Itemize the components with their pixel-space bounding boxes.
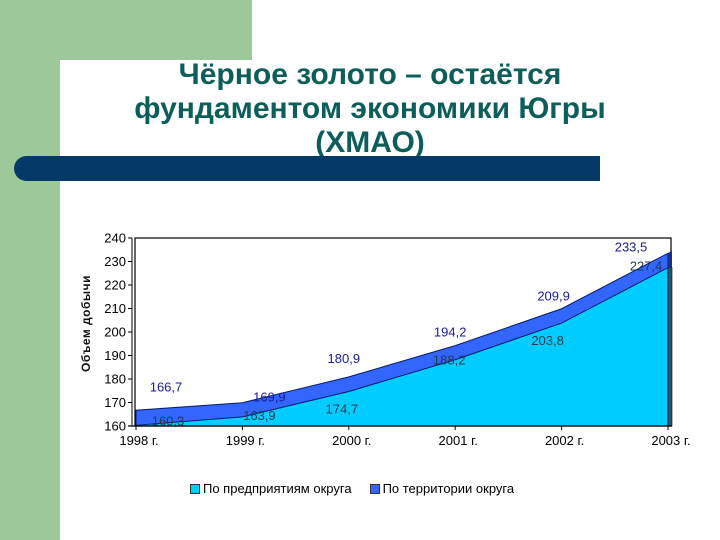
svg-text:1999 г.: 1999 г. [226, 433, 265, 448]
svg-text:240: 240 [104, 231, 126, 246]
svg-text:180: 180 [104, 372, 126, 387]
svg-text:203,8: 203,8 [531, 333, 564, 348]
svg-text:1998 г.: 1998 г. [119, 433, 158, 448]
svg-text:2002 г.: 2002 г. [545, 433, 584, 448]
y-axis-title: Объем добычи [79, 274, 93, 372]
legend-swatch-territory [369, 483, 380, 494]
data-labels: 166,7 169,9 180,9 194,2 209,9 233,5 160,3 163,9… [150, 239, 663, 428]
svg-text:190: 190 [104, 348, 126, 363]
background-green-strip [0, 0, 60, 540]
svg-text:188,2: 188,2 [433, 353, 466, 368]
legend-swatch-enterprises [190, 483, 200, 494]
svg-text:163,9: 163,9 [243, 408, 276, 423]
svg-text:200: 200 [104, 325, 126, 340]
svg-text:2000 г.: 2000 г. [332, 433, 371, 448]
svg-text:230: 230 [104, 254, 126, 269]
svg-text:180,9: 180,9 [328, 351, 361, 366]
chart-axes: 160 170 180 190 200 210 220 230 240 1998 г. 1999 г… [104, 231, 690, 449]
svg-text:166,7: 166,7 [150, 379, 183, 394]
svg-text:2001 г.: 2001 г. [439, 433, 478, 448]
title-line-3: (ХМАО) [315, 126, 425, 159]
svg-text:160,3: 160,3 [152, 413, 185, 428]
chart-legend: По предприятиям округа По территории окр… [190, 481, 532, 496]
slide-title: Чёрное золото – остаётся фундаментом эко… [100, 58, 640, 160]
svg-text:170: 170 [104, 395, 126, 410]
svg-text:210: 210 [104, 301, 126, 316]
legend-label-territory: По территории округа [382, 481, 515, 496]
legend-item-territory: По территории округа [369, 481, 515, 496]
svg-text:169,9: 169,9 [253, 390, 286, 405]
svg-text:174,7: 174,7 [326, 401, 359, 416]
background-green-block [0, 0, 252, 60]
legend-item-enterprises: По предприятиям округа [190, 481, 352, 496]
legend-label-enterprises: По предприятиям округа [203, 481, 352, 496]
chart-areas [135, 250, 673, 427]
svg-text:160: 160 [104, 419, 126, 434]
svg-text:209,9: 209,9 [537, 289, 570, 304]
title-line-1: Чёрное золото – остаётся [178, 58, 562, 91]
svg-text:194,2: 194,2 [434, 325, 467, 340]
svg-text:227,4: 227,4 [630, 259, 663, 274]
title-underline-bar [14, 156, 600, 181]
title-line-2: фундаментом экономики Югры [134, 92, 606, 125]
svg-text:220: 220 [104, 278, 126, 293]
svg-text:233,5: 233,5 [615, 239, 648, 254]
svg-text:2003 г.: 2003 г. [651, 433, 690, 448]
